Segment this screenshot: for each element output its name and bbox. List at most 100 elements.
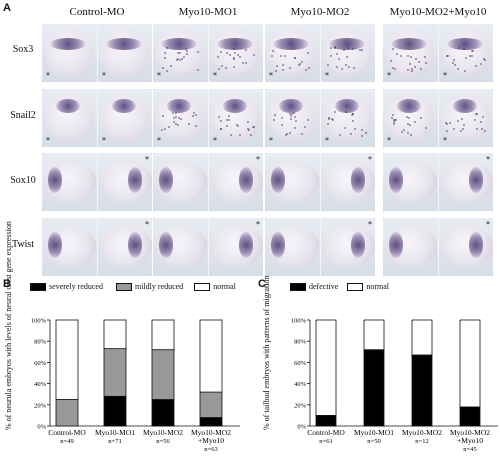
x-tick-label: Control-MO [307, 428, 345, 437]
bar-segment-defective [459, 406, 481, 427]
bar-segment-normal [103, 319, 127, 350]
y-tick-label: 20% [294, 402, 307, 409]
y-tick-label: 100% [31, 318, 47, 325]
asterisk-marker: * [486, 220, 490, 229]
legend-label-defective: defective [309, 282, 339, 291]
asterisk-marker: * [486, 155, 490, 164]
bar-segment-normal [459, 319, 481, 408]
category-count-label: n=45 [463, 446, 476, 452]
x-tick-label: +Myo10 [198, 436, 224, 445]
y-tick-label: 40% [294, 381, 307, 388]
category-count-label: n=56 [156, 438, 170, 445]
embryo-image: * * [265, 89, 375, 147]
panel-c-letter: C [258, 278, 266, 290]
x-tick-label: Myo10-MO2 [143, 428, 183, 437]
category-count-label: n=63 [204, 446, 217, 452]
y-tick-label: 60% [34, 360, 47, 367]
category-count-label: n=49 [60, 438, 73, 445]
bar-segment-mildly-reduced [103, 348, 127, 397]
bar-segment-severely-reduced [151, 399, 175, 427]
embryo-image: * * [265, 24, 375, 82]
panel-a-letter: A [3, 2, 11, 14]
legend-label-normal-c: normal [366, 282, 389, 291]
embryo-image: * [153, 153, 263, 211]
asterisk-marker: * [325, 136, 329, 145]
legend-swatch-normal [194, 282, 211, 291]
x-tick-label: Myo10-MO1 [354, 428, 394, 437]
asterisk-marker: * [102, 71, 106, 80]
legend-label-normal: normal [213, 282, 236, 291]
bar-segment-defective [411, 354, 433, 427]
legend-label-severe: severely reduced [49, 282, 103, 291]
x-tick-label: Myo10-MO2 [450, 428, 490, 437]
row-label-sox3: Sox3 [12, 44, 34, 55]
legend-swatch-severe [30, 282, 46, 291]
asterisk-marker: * [256, 155, 260, 164]
x-tick-label: Control-MO [48, 428, 86, 437]
embryo-image: * [383, 153, 493, 211]
embryo-image: * * [153, 24, 263, 82]
embryo-image: * [383, 218, 493, 276]
y-tick-label: 20% [34, 402, 47, 409]
asterisk-marker: * [102, 136, 106, 145]
embryo-image: * [265, 153, 375, 211]
x-tick-label: Myo10-MO2 [191, 428, 231, 437]
column-header-myo10-mo1: Myo10-MO1 [178, 6, 238, 18]
bar-segment-defective [363, 349, 385, 427]
bar-segment-mildly-reduced [55, 399, 79, 427]
embryo-image: * [153, 218, 263, 276]
asterisk-marker: * [145, 155, 149, 164]
asterisk-marker: * [368, 220, 372, 229]
legend-label-mild: mildly reduced [134, 282, 184, 291]
asterisk-marker: * [443, 136, 447, 145]
bar-segment-normal [315, 319, 337, 416]
legend-swatch-defective [290, 282, 306, 291]
embryo-image: * * [153, 89, 263, 147]
bar-segment-defective [315, 415, 337, 427]
legend-swatch-normal-c [347, 282, 364, 291]
asterisk-marker: * [269, 71, 273, 80]
row-label-snail2: Snail2 [10, 110, 36, 121]
panel-b-legend: severely reduced mildly reduced normal [30, 282, 236, 291]
panel-b-letter: B [3, 278, 11, 290]
embryo-image: * [265, 218, 375, 276]
asterisk-marker: * [325, 71, 329, 80]
x-tick-label: Myo10-MO2 [402, 428, 442, 437]
asterisk-marker: * [213, 136, 217, 145]
bar-segment-normal [55, 319, 79, 400]
y-tick-label: 40% [34, 381, 47, 388]
column-header-myo10-mo2: Myo10-MO2 [290, 6, 350, 18]
asterisk-marker: * [387, 71, 391, 80]
asterisk-marker: * [269, 136, 273, 145]
y-tick-label: 100% [291, 318, 307, 325]
asterisk-marker: * [46, 136, 50, 145]
asterisk-marker: * [213, 71, 217, 80]
chart-b: 0% 20% 40% 60% 80% 100% Control-MOn=49 Myo10-MO… [31, 318, 240, 452]
embryo-image: * * [383, 89, 493, 147]
y-tick-label: 80% [34, 339, 47, 346]
row-label-twist: Twist [11, 239, 35, 250]
row-label-sox10: Sox10 [10, 175, 36, 186]
embryo-image: * * [383, 24, 493, 82]
x-tick-label: +Myo10 [457, 436, 483, 445]
y-tick-label: 80% [294, 339, 307, 346]
asterisk-marker: * [157, 71, 161, 80]
embryo-image: * * [42, 24, 152, 82]
asterisk-marker: * [157, 136, 161, 145]
column-header-control-mo: Control-MO [69, 6, 125, 18]
bar-segment-severely-reduced [103, 395, 127, 427]
asterisk-marker: * [256, 220, 260, 229]
embryo-image: * [42, 218, 152, 276]
category-count-label: n=71 [108, 438, 121, 445]
embryo-image: * [42, 153, 152, 211]
bar-segment-mildly-reduced [151, 349, 175, 400]
asterisk-marker: * [387, 136, 391, 145]
bar-segment-severely-reduced [199, 417, 223, 427]
y-tick-label: 0% [37, 424, 46, 431]
asterisk-marker: * [145, 220, 149, 229]
bar-segment-normal [363, 319, 385, 351]
x-tick-label: Myo10-MO1 [95, 428, 135, 437]
bar-segment-normal [151, 319, 175, 351]
asterisk-marker: * [46, 71, 50, 80]
category-count-label: n=50 [367, 438, 380, 445]
